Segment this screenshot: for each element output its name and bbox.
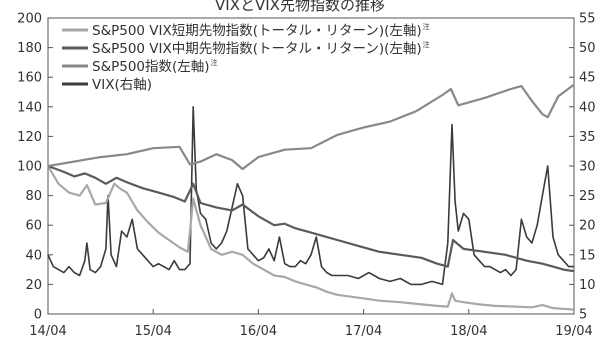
x-tick-label: 14/04 bbox=[29, 324, 66, 339]
left-axis: 0 20 40 60 80 100 120 140 160 180 200 bbox=[17, 12, 53, 323]
right-tick-label: 40 bbox=[579, 100, 596, 115]
legend-label: S&P500 VIX短期先物指数(トータル・リターン)(左軸) bbox=[92, 23, 422, 39]
left-tick-label: 60 bbox=[25, 219, 42, 234]
legend-label: S&P500指数(左軸) bbox=[92, 59, 210, 75]
x-tick-label: 15/04 bbox=[134, 324, 171, 339]
left-tick-label: 120 bbox=[17, 130, 42, 145]
right-tick-label: 45 bbox=[579, 71, 596, 86]
right-axis: 5 10 15 20 25 30 35 40 45 50 55 bbox=[569, 12, 596, 323]
series-lines bbox=[47, 83, 575, 311]
right-tick-label: 55 bbox=[579, 12, 596, 27]
legend: S&P500 VIX短期先物指数(トータル・リターン)(左軸) 注S&P500 V… bbox=[62, 22, 430, 93]
series-line-1 bbox=[47, 165, 575, 311]
left-tick-label: 20 bbox=[25, 278, 42, 293]
left-tick-label: 100 bbox=[17, 160, 42, 175]
x-tick-label: 18/04 bbox=[450, 324, 487, 339]
legend-note: 注 bbox=[211, 58, 218, 67]
right-tick-label: 15 bbox=[579, 248, 596, 263]
right-tick-label: 10 bbox=[579, 278, 596, 293]
right-tick-label: 25 bbox=[579, 189, 596, 204]
left-tick-label: 40 bbox=[25, 248, 42, 263]
left-tick-label: 140 bbox=[17, 100, 42, 115]
right-tick-label: 5 bbox=[579, 308, 587, 323]
x-tick-label: 19/04 bbox=[555, 324, 592, 339]
legend-note: 注 bbox=[423, 40, 430, 49]
legend-label: S&P500 VIX中期先物指数(トータル・リターン)(左軸) bbox=[92, 41, 422, 57]
left-tick-label: 160 bbox=[17, 71, 42, 86]
series-line-2 bbox=[47, 164, 575, 273]
x-tick-label: 17/04 bbox=[345, 324, 382, 339]
left-tick-label: 0 bbox=[34, 308, 42, 323]
left-tick-label: 200 bbox=[17, 12, 42, 27]
right-tick-label: 50 bbox=[579, 41, 596, 56]
right-tick-label: 30 bbox=[579, 160, 596, 175]
x-axis: 14/04 15/04 16/04 17/04 18/04 19/04 bbox=[29, 309, 593, 339]
left-tick-label: 80 bbox=[25, 189, 42, 204]
right-tick-label: 35 bbox=[579, 130, 596, 145]
right-tick-label: 20 bbox=[579, 219, 596, 234]
series-line-3 bbox=[47, 83, 575, 171]
x-tick-label: 16/04 bbox=[240, 324, 277, 339]
legend-note: 注 bbox=[423, 22, 430, 31]
legend-label: VIX(右軸) bbox=[92, 77, 152, 93]
series-line-4 bbox=[47, 106, 574, 286]
left-tick-label: 180 bbox=[17, 41, 42, 56]
chart-title: VIXとVIX先物指数の推移 bbox=[215, 0, 385, 14]
